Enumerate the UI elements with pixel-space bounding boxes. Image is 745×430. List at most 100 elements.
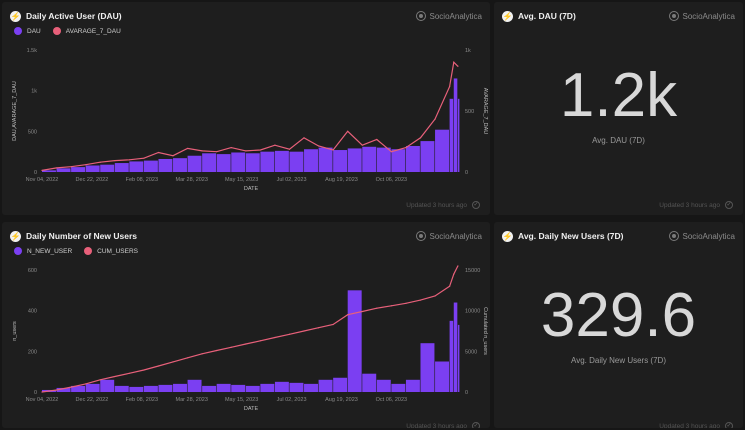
bar [435,129,450,172]
line-point [453,61,455,63]
bar [318,147,333,172]
bar [216,154,231,172]
line-point [245,150,247,152]
counter-label: Avg. DAU (7D) [592,136,645,145]
bar [289,151,304,172]
updated-footer: Updated 3 hours ago ✓ [659,422,733,428]
x-tick-label: Nov 04, 2022 [26,397,59,403]
bar [56,387,71,392]
line-point [41,169,43,171]
panel-header: ⚡ Avg. Daily New Users (7D) SocioAnalyti… [502,229,735,243]
line-point [186,357,189,359]
legend-item-new-user[interactable]: N_NEW_USER [14,247,72,255]
line-point [288,333,291,335]
line-point [376,307,378,309]
x-tick-label: Aug 19, 2023 [325,397,358,403]
line-point [259,340,261,342]
line-point [259,149,261,151]
line-point [128,372,130,374]
legend-label: AVARAGE_7_DAU [65,27,121,35]
brand-link[interactable]: SocioAnalytica [668,231,735,241]
bar [143,385,158,392]
line-point [457,65,459,67]
bar [420,141,435,172]
legend-item-cum-users[interactable]: CUM_USERS [84,247,138,255]
updated-text: Updated 3 hours ago [406,201,467,209]
bar [173,158,187,172]
query-icon[interactable]: ⚡ [502,230,513,242]
panel-title: Avg. DAU (7D) [518,11,576,21]
counter-label: Avg. Daily New Users (7D) [571,356,666,365]
line-point [41,391,43,393]
legend-item-dau[interactable]: DAU [14,27,41,35]
line-point [216,349,218,352]
line-point [230,346,232,348]
bar [347,148,362,172]
y2-axis-label: AVARAGE_7_DAU [482,88,488,135]
line-point [390,305,392,307]
x-tick-label: May 15, 2023 [225,397,258,403]
line-point [157,151,160,154]
line-point [85,164,87,166]
bar [114,385,129,392]
line-point [201,353,203,355]
bar [391,149,406,172]
updated-footer: Updated 3 hours ago ✓ [659,201,733,209]
y-axis-label: n_users [12,321,18,341]
query-icon[interactable]: ⚡ [502,10,513,22]
line-point [453,273,455,275]
bar [405,379,420,392]
bar [304,149,318,172]
bar [289,382,304,392]
y-tick-label: 1k [31,89,37,95]
y2-tick-label: 0 [465,170,468,176]
bar [304,383,318,392]
brand-name: SocioAnalytica [429,231,482,241]
y-tick-label: 600 [28,268,37,274]
line-point [347,130,349,132]
legend-item-avg[interactable]: AVARAGE_7_DAU [52,27,121,35]
brand-link[interactable]: SocioAnalytica [415,231,482,241]
bar [129,386,144,392]
new-users-chart[interactable]: 0 200 400 600 0 5000 10000 15000 n_users Cumulate… [2,262,490,422]
query-icon[interactable]: ⚡ [10,10,21,22]
line-point [70,386,72,388]
bar [245,153,260,172]
y2-tick-label: 15000 [465,268,480,274]
bar [231,384,246,392]
bar [143,160,158,172]
bar [260,383,275,392]
line-point [288,148,291,150]
line-point [347,314,349,316]
line-point [376,138,378,141]
line-point [172,155,174,157]
x-tick-label: Feb 08, 2023 [126,177,158,183]
panel-title: Avg. Daily New Users (7D) [518,231,624,241]
bar [100,164,115,172]
y-tick-label: 500 [28,129,37,135]
line-point [143,369,145,371]
counter-value: 1.2k [559,61,678,130]
bar [362,146,377,172]
query-icon[interactable]: ⚡ [10,230,21,242]
brand-link[interactable]: SocioAnalytica [668,11,735,21]
line-point [172,361,174,363]
legend-dot-icon [14,27,22,35]
line-point [419,137,422,139]
line-point [419,299,422,301]
line-point [128,159,130,161]
line-point [405,147,407,149]
bar [158,158,173,172]
bar [114,163,129,172]
y2-tick-label: 500 [465,109,474,115]
legend-label: CUM_USERS [97,247,138,255]
line-point [434,295,436,297]
bar [274,381,289,392]
brand-link[interactable]: SocioAnalytica [415,11,482,21]
line-point [361,144,363,146]
y2-tick-label: 0 [465,390,468,396]
x-tick-label: Jul 02, 2023 [277,397,307,403]
bar [245,385,260,392]
dau-chart[interactable]: 0 500 1k 1.5k 0 500 1k DAU,AVARAGE_7_DAU AVARAGE… [2,42,490,202]
bar [274,150,289,172]
